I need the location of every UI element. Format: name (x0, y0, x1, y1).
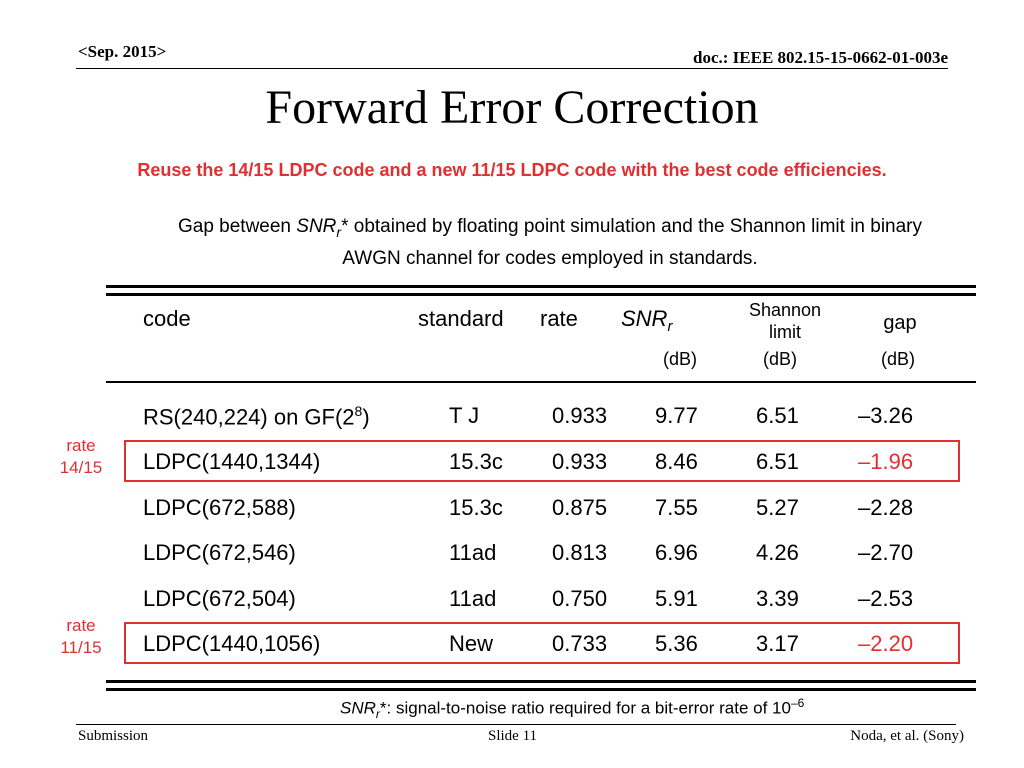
cell-gap: –3.26 (858, 403, 914, 428)
footnote-text: *: signal-to-noise ratio required for a … (379, 698, 791, 718)
footnote-exp: –6 (790, 696, 805, 710)
cell-code: LDPC(672,504) (143, 586, 296, 611)
header-snr-unit: (dB) (662, 349, 697, 369)
header-doc-id: doc.: IEEE 802.15-15-0662-01-003e (693, 48, 948, 67)
cell-snr: 5.36 (655, 631, 698, 656)
cell-shannon: 3.39 (756, 586, 799, 611)
highlight-box-rate-14-15 (124, 440, 960, 482)
slide-title: Forward Error Correction (265, 81, 759, 134)
label-rate-11-15-l2: 11/15 (60, 638, 102, 657)
cell-snr: 5.91 (655, 586, 698, 611)
cell-snr: 6.96 (655, 540, 698, 565)
cell-shannon: 5.27 (756, 495, 799, 520)
header-divider (76, 68, 948, 69)
footnote: SNRr*: signal-to-noise ratio required fo… (340, 696, 804, 722)
cell-code: LDPC(1440,1344) (143, 449, 321, 474)
table-row: LDPC(672,504) 11ad 0.750 5.91 3.39 –2.53 (0, 586, 1024, 632)
table-row: LDPC(1440,1056) New 0.733 5.36 3.17 –2.2… (0, 631, 1024, 677)
cell-rate: 0.750 (552, 586, 608, 611)
cell-snr: 7.55 (655, 495, 698, 520)
header-code: code (143, 306, 191, 331)
cell-code: LDPC(672,546) (143, 540, 296, 565)
label-rate-14-15-l1: rate (66, 436, 96, 455)
header-snr-label: SNR (621, 306, 668, 331)
cell-gap-highlight: –1.96 (858, 449, 914, 474)
cell-gap: –2.70 (858, 540, 914, 565)
header-shannon-unit: (dB) (762, 349, 797, 369)
cell-rate: 0.813 (552, 540, 608, 565)
highlight-box-rate-11-15 (124, 622, 960, 664)
cell-standard: 15.3c (449, 449, 503, 474)
header-date: <Sep. 2015> (78, 42, 167, 61)
cell-snr: 8.46 (655, 449, 698, 474)
cell-code: LDPC(1440,1056) (143, 631, 321, 656)
cell-standard: 11ad (449, 586, 497, 611)
cell-code: RS(240,224) on GF(28) (143, 403, 370, 430)
header-snr: SNRr (621, 306, 672, 336)
cell-standard: 11ad (449, 540, 497, 565)
header-rate: rate (540, 306, 578, 331)
table-row: LDPC(672,588) 15.3c 0.875 7.55 5.27 –2.2… (0, 495, 1024, 541)
cell-snr: 9.77 (655, 403, 698, 428)
cell-gap-highlight: –2.20 (858, 631, 914, 656)
header-standard: standard (418, 306, 504, 331)
header-shannon-l2: limit (769, 322, 801, 342)
cell-rate: 0.875 (552, 495, 608, 520)
cell-code-text: RS(240,224) on GF(2 (143, 404, 355, 430)
footnote-snr-sub: r (375, 707, 380, 722)
header-gap-unit: (dB) (880, 349, 915, 369)
header-shannon-l1: Shannon (748, 300, 822, 320)
footer-submission: Submission (78, 728, 149, 744)
cell-code-sup: 8 (354, 403, 363, 419)
cell-shannon: 4.26 (756, 540, 799, 565)
cell-rate: 0.933 (552, 449, 608, 474)
table-top-rule-1 (106, 285, 976, 288)
table-header-rule (106, 381, 976, 383)
cell-shannon: 6.51 (756, 403, 799, 428)
cell-shannon: 6.51 (756, 449, 799, 474)
cell-rate: 0.933 (552, 403, 608, 428)
header-shannon: Shannon limit (735, 299, 835, 343)
header-gap: gap (883, 312, 917, 334)
footer-divider (76, 724, 956, 725)
desc-post: * obtained by floating point simulation … (341, 216, 923, 237)
label-rate-14-15: rate 14/15 (46, 435, 116, 479)
table-top-rule-2 (106, 293, 976, 296)
table-row: RS(240,224) on GF(28) T J 0.933 9.77 6.5… (0, 403, 1024, 449)
table-description: Gap between SNRr* obtained by floating p… (100, 214, 1000, 272)
desc-snr: SNR (296, 216, 337, 237)
footer-slide-number: Slide 11 (488, 728, 538, 744)
footer-author: Noda, et al. (Sony) (850, 728, 964, 744)
cell-standard: T J (449, 403, 480, 428)
table-bottom-rule-1 (106, 680, 976, 683)
cell-shannon: 3.17 (756, 631, 799, 656)
table-row: LDPC(1440,1344) 15.3c 0.933 8.46 6.51 –1… (0, 449, 1024, 495)
desc-line2: AWGN channel for codes employed in stand… (342, 247, 758, 269)
desc-pre: Gap between (177, 216, 297, 237)
cell-standard: New (449, 631, 494, 656)
footnote-snr: SNR (340, 698, 376, 718)
label-rate-14-15-l2: 14/15 (59, 458, 103, 477)
label-rate-11-15: rate 11/15 (46, 615, 116, 659)
table-bottom-rule-2 (106, 688, 976, 691)
cell-code-tail: ) (362, 404, 370, 430)
slide-subtitle: Reuse the 14/15 LDPC code and a new 11/1… (137, 160, 887, 180)
cell-gap: –2.28 (858, 495, 914, 520)
label-rate-11-15-l1: rate (66, 616, 96, 635)
cell-rate: 0.733 (552, 631, 608, 656)
desc-snr-sub: r (336, 223, 342, 240)
cell-gap: –2.53 (858, 586, 914, 611)
table-row: LDPC(672,546) 11ad 0.813 6.96 4.26 –2.70 (0, 540, 1024, 586)
header-snr-sub: r (667, 318, 673, 336)
cell-code: LDPC(672,588) (143, 495, 296, 520)
cell-standard: 15.3c (449, 495, 503, 520)
